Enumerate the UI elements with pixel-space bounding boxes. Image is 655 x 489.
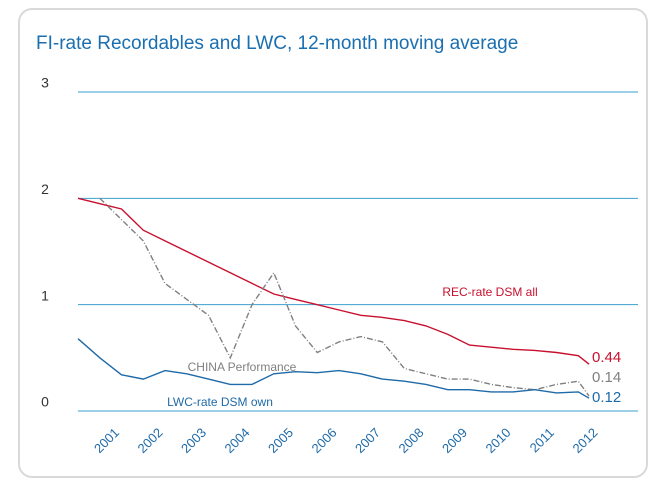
series-label: LWC-rate DSM own xyxy=(167,395,273,409)
chart-panel xyxy=(18,8,648,478)
series-label: CHINA Performance xyxy=(188,360,297,374)
x-tick-label: 2002 xyxy=(134,425,165,456)
x-tick-label: 2004 xyxy=(221,425,252,456)
x-tick-label: 2007 xyxy=(352,425,383,456)
x-tick-label: 2001 xyxy=(91,425,122,456)
y-tick-label: 1 xyxy=(41,287,49,303)
x-tick-label: 2011 xyxy=(527,425,557,455)
x-tick-label: 2006 xyxy=(308,425,339,456)
x-tick-label: 2008 xyxy=(395,425,426,456)
series-line xyxy=(77,338,590,399)
x-tick-label: 2010 xyxy=(482,425,513,456)
x-tick-label: 2012 xyxy=(569,425,600,456)
series-line xyxy=(77,197,590,365)
end-value-label: 0.14 xyxy=(592,369,621,386)
x-tick-label: 2003 xyxy=(178,425,209,456)
end-value-label: 0.44 xyxy=(592,349,621,366)
y-tick-label: 0 xyxy=(41,394,49,410)
y-tick-label: 3 xyxy=(41,75,49,91)
end-value-label: 0.12 xyxy=(592,389,621,406)
x-tick-label: 2009 xyxy=(439,425,470,456)
y-tick-label: 2 xyxy=(41,181,49,197)
chart-title: FI-rate Recordables and LWC, 12-month mo… xyxy=(36,33,518,54)
series-line xyxy=(99,197,590,397)
series-label: REC-rate DSM all xyxy=(442,285,537,299)
x-tick-label: 2005 xyxy=(265,425,296,456)
